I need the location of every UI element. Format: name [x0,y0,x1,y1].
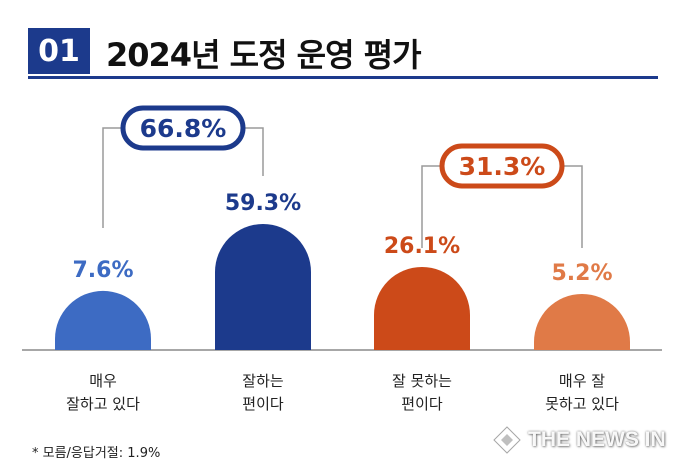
group-total-label-1: 66.8% [140,114,227,143]
category-label-3-line-2: 편이다 [401,395,443,413]
watermark-text: THE NEWS IN [528,428,666,451]
bar-3 [374,266,470,350]
category-label-2-line-1: 잘하는 [242,372,284,390]
news-logo-icon [493,426,521,454]
value-label-4: 5.2% [551,261,612,286]
category-label-3-line-1: 잘 못하는 [392,372,452,390]
category-label-2-line-2: 편이다 [242,395,284,413]
watermark: THE NEWS IN [492,422,672,458]
group-pill-1 [120,105,246,151]
section-number-badge: 01 [28,28,90,74]
bar-4 [534,294,630,350]
chart-header: 01 2024년 도정 운영 평가 [28,28,658,80]
category-label-1-line-2: 잘하고 있다 [66,395,140,413]
group-pill-2 [439,143,565,189]
bar-1 [55,290,151,350]
footnote: * 모름/응답거절: 1.9% [32,446,161,461]
category-label-1-line-1: 매우 [89,372,117,390]
category-label-4-line-1: 매우 잘 [559,372,605,390]
title-underline [28,76,658,79]
value-label-2: 59.3% [225,191,301,216]
value-label-1: 7.6% [72,258,133,283]
bar-2 [215,224,311,350]
chart-title: 2024년 도정 운영 평가 [106,36,422,74]
group-total-label-2: 31.3% [459,152,546,181]
category-label-4-line-2: 못하고 있다 [545,395,619,413]
